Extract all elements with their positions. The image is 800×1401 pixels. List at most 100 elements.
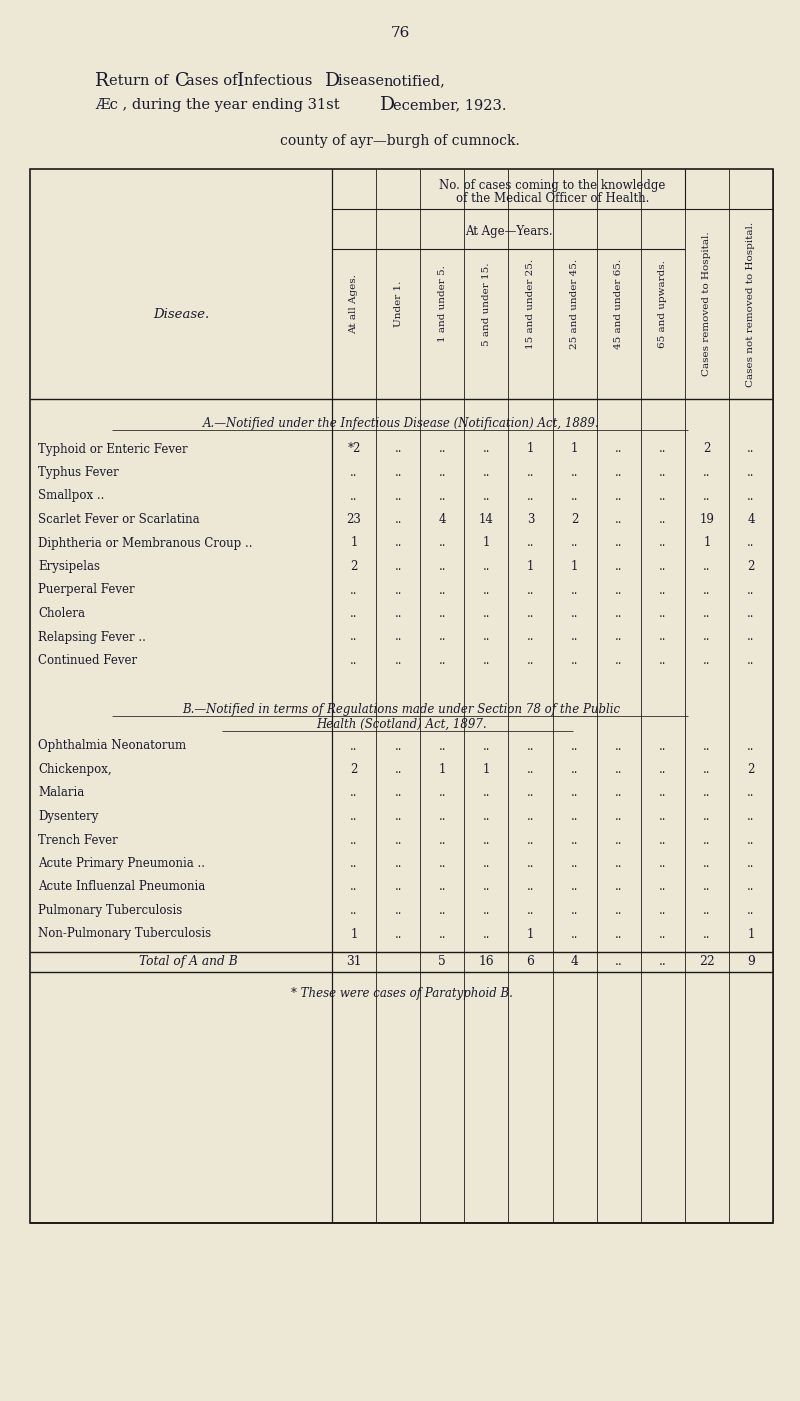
Text: *2: *2 [347, 443, 361, 455]
Text: ..: .. [703, 607, 710, 621]
Text: Chickenpox,: Chickenpox, [38, 764, 112, 776]
Text: isease: isease [338, 74, 389, 88]
Text: ..: .. [570, 537, 578, 549]
Text: ..: .. [350, 810, 358, 822]
Text: ..: .. [526, 764, 534, 776]
Text: ..: .. [394, 630, 402, 643]
Text: Typhus Fever: Typhus Fever [38, 467, 118, 479]
Text: 1: 1 [747, 927, 754, 940]
Text: Erysipelas: Erysipelas [38, 560, 100, 573]
Text: ..: .. [659, 834, 666, 846]
Text: ..: .. [482, 880, 490, 894]
Text: ..: .. [438, 560, 446, 573]
Text: 1: 1 [482, 764, 490, 776]
Text: ..: .. [570, 740, 578, 752]
Text: Malaria: Malaria [38, 786, 84, 800]
Text: ..: .. [394, 764, 402, 776]
Text: ..: .. [615, 583, 622, 597]
Text: 1: 1 [350, 537, 358, 549]
Text: 22: 22 [699, 955, 714, 968]
Text: ..: .. [438, 904, 446, 918]
Text: ..: .. [350, 583, 358, 597]
Text: 1: 1 [526, 443, 534, 455]
Text: ..: .. [703, 467, 710, 479]
Text: ..: .. [747, 630, 754, 643]
Text: ..: .. [482, 810, 490, 822]
Text: ..: .. [747, 834, 754, 846]
Text: ..: .. [659, 764, 666, 776]
Text: B.—Notified in terms of Regulations made under Section 78 of the Public: B.—Notified in terms of Regulations made… [182, 702, 621, 716]
Text: 2: 2 [571, 513, 578, 525]
Text: ases of: ases of [186, 74, 242, 88]
Text: ..: .. [394, 467, 402, 479]
Text: ..: .. [438, 467, 446, 479]
Text: ..: .. [703, 560, 710, 573]
Text: ..: .. [570, 904, 578, 918]
Text: 76: 76 [390, 27, 410, 41]
Text: Dysentery: Dysentery [38, 810, 98, 822]
Text: ..: .. [394, 810, 402, 822]
Text: ..: .. [394, 560, 402, 573]
Text: 3: 3 [526, 513, 534, 525]
Text: ..: .. [659, 786, 666, 800]
Text: * These were cases of Paratyphoid B.: * These were cases of Paratyphoid B. [290, 986, 513, 1000]
Text: ..: .. [482, 560, 490, 573]
Text: ..: .. [394, 786, 402, 800]
Text: ..: .. [350, 489, 358, 503]
Text: 31: 31 [346, 955, 362, 968]
Text: ..: .. [526, 880, 534, 894]
Text: ..: .. [703, 834, 710, 846]
Text: Continued Fever: Continued Fever [38, 654, 137, 667]
Text: ..: .. [703, 630, 710, 643]
Text: ..: .. [438, 810, 446, 822]
Text: ..: .. [659, 857, 666, 870]
Text: ..: .. [703, 927, 710, 940]
Text: ..: .. [570, 880, 578, 894]
Text: ..: .. [615, 443, 622, 455]
Text: ..: .. [526, 786, 534, 800]
Text: Disease.: Disease. [153, 307, 209, 321]
Text: ..: .. [350, 880, 358, 894]
Text: ..: .. [350, 786, 358, 800]
Text: ..: .. [482, 786, 490, 800]
Text: Smallpox ..: Smallpox .. [38, 489, 104, 503]
Text: ..: .. [570, 810, 578, 822]
Text: ..: .. [526, 489, 534, 503]
Text: 1 and under 5.: 1 and under 5. [438, 266, 446, 342]
Text: 15 and under 25.: 15 and under 25. [526, 259, 535, 349]
Text: I: I [237, 71, 244, 90]
Text: ..: .. [394, 927, 402, 940]
Text: 6: 6 [526, 955, 534, 968]
Text: ..: .. [703, 489, 710, 503]
Text: 5 and under 15.: 5 and under 15. [482, 262, 491, 346]
Text: Cases removed to Hospital.: Cases removed to Hospital. [702, 231, 711, 377]
Text: ..: .. [659, 654, 666, 667]
Text: 4: 4 [438, 513, 446, 525]
Text: 16: 16 [478, 955, 494, 968]
Text: Non-Pulmonary Tuberculosis: Non-Pulmonary Tuberculosis [38, 927, 211, 940]
Text: of the Medical Officer of Health.: of the Medical Officer of Health. [456, 192, 649, 206]
Text: ..: .. [570, 764, 578, 776]
Text: ..: .. [659, 927, 666, 940]
Text: 1: 1 [571, 443, 578, 455]
Text: ..: .. [747, 740, 754, 752]
Text: ..: .. [570, 467, 578, 479]
Text: ..: .. [394, 740, 402, 752]
Text: ..: .. [438, 927, 446, 940]
Text: ..: .. [703, 786, 710, 800]
Text: ..: .. [438, 489, 446, 503]
Text: ..: .. [615, 654, 622, 667]
Text: Scarlet Fever or Scarlatina: Scarlet Fever or Scarlatina [38, 513, 200, 525]
Text: notified,: notified, [384, 74, 446, 88]
Text: ..: .. [615, 927, 622, 940]
Text: ..: .. [438, 740, 446, 752]
Text: 2: 2 [350, 764, 358, 776]
Text: D: D [380, 97, 395, 113]
Text: 1: 1 [438, 764, 446, 776]
Text: ..: .. [394, 654, 402, 667]
Text: ..: .. [438, 630, 446, 643]
Text: ..: .. [482, 630, 490, 643]
Text: ..: .. [703, 764, 710, 776]
Text: ..: .. [747, 904, 754, 918]
Text: ..: .. [394, 583, 402, 597]
